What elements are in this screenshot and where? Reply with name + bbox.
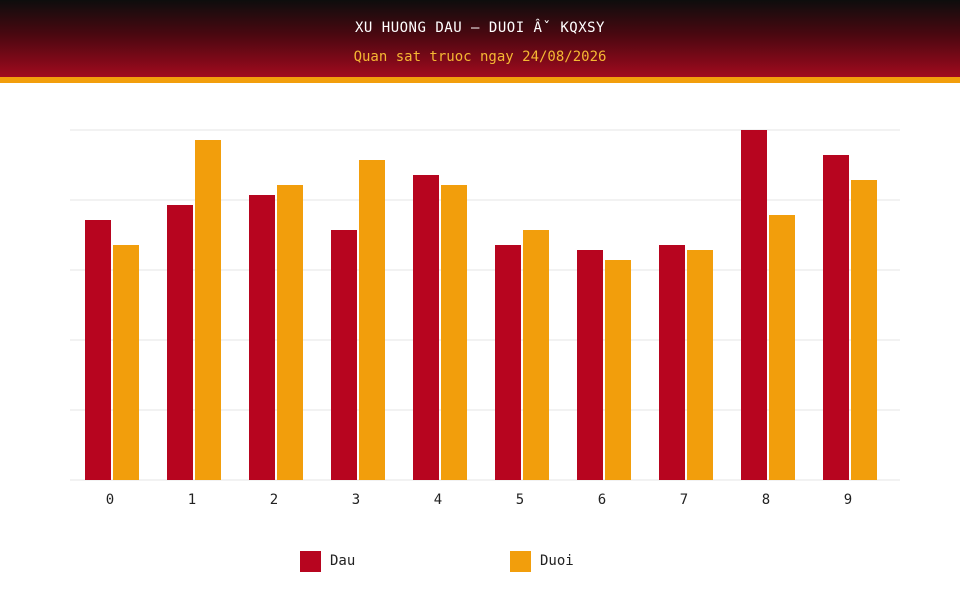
- x-tick-label: 1: [188, 492, 196, 508]
- bar-duoi-1[interactable]: [195, 140, 221, 480]
- bar-dau-6[interactable]: [577, 250, 603, 480]
- bar-duoi-3[interactable]: [359, 160, 385, 480]
- legend-item-dau[interactable]: Dau: [300, 550, 355, 572]
- legend-label-duoi: Duoi: [540, 553, 574, 569]
- bar-dau-8[interactable]: [741, 130, 767, 480]
- x-tick-label: 6: [598, 492, 606, 508]
- bar-dau-2[interactable]: [249, 195, 275, 480]
- bar-dau-1[interactable]: [167, 205, 193, 480]
- bar-duoi-5[interactable]: [523, 230, 549, 480]
- bar-dau-3[interactable]: [331, 230, 357, 480]
- chart-legend: Dau Duoi: [0, 550, 960, 572]
- legend-label-dau: Dau: [330, 553, 356, 569]
- bar-dau-7[interactable]: [659, 245, 685, 480]
- x-tick-label: 9: [844, 492, 852, 508]
- bar-dau-9[interactable]: [823, 155, 849, 480]
- x-tick-label: 7: [680, 492, 688, 508]
- legend-swatch-duoi: [510, 550, 531, 572]
- x-tick-label: 3: [352, 492, 360, 508]
- x-tick-label: 4: [434, 492, 442, 508]
- bar-duoi-0[interactable]: [113, 245, 139, 480]
- bar-dau-5[interactable]: [495, 245, 521, 480]
- x-tick-label: 5: [516, 492, 524, 508]
- bar-duoi-7[interactable]: [687, 250, 713, 480]
- bar-dau-4[interactable]: [413, 175, 439, 480]
- bar-duoi-4[interactable]: [441, 185, 467, 480]
- x-tick-label: 8: [762, 492, 770, 508]
- legend-swatch-dau: [300, 550, 321, 572]
- bar-duoi-8[interactable]: [769, 215, 795, 480]
- bar-duoi-6[interactable]: [605, 260, 631, 480]
- bar-dau-0[interactable]: [85, 220, 111, 480]
- bar-duoi-9[interactable]: [851, 180, 877, 480]
- bar-duoi-2[interactable]: [277, 185, 303, 480]
- chart-header: [0, 0, 960, 77]
- legend-item-duoi[interactable]: Duoi: [510, 550, 574, 572]
- x-tick-label: 2: [270, 492, 278, 508]
- chart-title: XU HUONG DAU – DUOI Âˇ KQXSY: [354, 20, 605, 36]
- chart-subtitle: Quan sat truoc ngay 24/08/2026: [353, 49, 607, 65]
- x-tick-label: 0: [106, 492, 114, 508]
- header-accent-stripe: [0, 77, 960, 83]
